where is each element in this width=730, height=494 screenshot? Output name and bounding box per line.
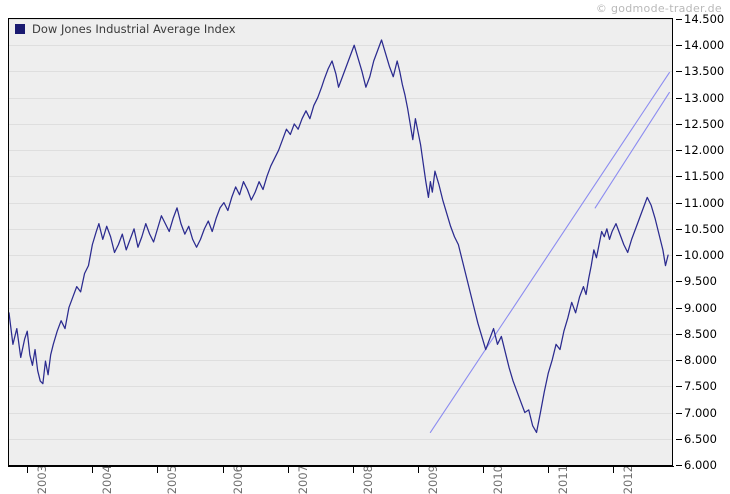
x-axis-ticks [8,466,674,474]
x-axis-tick [223,466,224,473]
chart-legend: Dow Jones Industrial Average Index [15,22,236,36]
gridlines [9,19,672,440]
y-axis-tick [676,176,682,177]
plot-svg [9,19,672,440]
y-axis-tick [676,229,682,230]
y-axis-tick [676,19,682,20]
trendlines [429,71,670,434]
y-axis-tick-label: 6.500 [684,431,717,446]
y-axis-tick [676,413,682,414]
y-axis-tick-label: 13.000 [684,90,725,105]
watermark-text: © godmode-trader.de [595,2,722,15]
y-axis-tick [676,439,682,440]
chart-container: © godmode-trader.de Dow Jones Industrial… [8,2,730,494]
x-axis-line [8,466,674,467]
y-axis-tick [676,124,682,125]
y-axis-tick [676,308,682,309]
y-axis-tick-label: 7.000 [684,405,717,420]
y-axis-tick-label: 6.000 [684,458,717,472]
y-axis-tick [676,98,682,99]
y-axis-tick-label: 14.500 [684,12,725,26]
y-axis-tick-label: 9.000 [684,300,717,315]
y-axis-tick [676,71,682,72]
y-axis-tick-label: 8.500 [684,326,717,341]
series-color-swatch [15,24,25,34]
y-axis-tick [676,255,682,256]
x-axis-tick [27,466,28,473]
y-axis-tick [676,386,682,387]
y-axis-tick-label: 13.500 [684,64,725,79]
x-axis-tick [613,466,614,473]
x-axis-tick [548,466,549,473]
y-axis-tick-label: 11.500 [684,169,725,184]
y-axis-tick-label: 11.000 [684,195,725,210]
y-axis-tick [676,465,682,466]
y-axis-tick [676,334,682,335]
y-axis-tick-label: 9.500 [684,274,717,289]
plot-area[interactable] [8,18,673,466]
y-axis-tick-label: 8.000 [684,353,717,368]
y-axis-tick-label: 10.000 [684,248,725,263]
y-axis-tick-label: 12.500 [684,116,725,131]
y-axis-tick-label: 14.000 [684,38,725,53]
y-axis-tick-label: 7.500 [684,379,717,394]
y-axis-tick [676,150,682,151]
x-axis-tick [483,466,484,473]
x-axis-tick [157,466,158,473]
x-axis-tick [353,466,354,473]
legend-series-label: Dow Jones Industrial Average Index [32,22,236,36]
x-axis-tick [418,466,419,473]
y-axis-tick [676,281,682,282]
y-axis-tick [676,45,682,46]
y-axis-tick-label: 10.500 [684,221,725,236]
y-axis-tick [676,203,682,204]
y-axis: 6.000 6.500 7.000 7.500 8.000 8.500 9.000 9.500… [676,12,730,472]
y-axis-tick [676,360,682,361]
x-axis-tick [288,466,289,473]
x-axis-tick [92,466,93,473]
y-axis-tick-label: 12.000 [684,143,725,158]
